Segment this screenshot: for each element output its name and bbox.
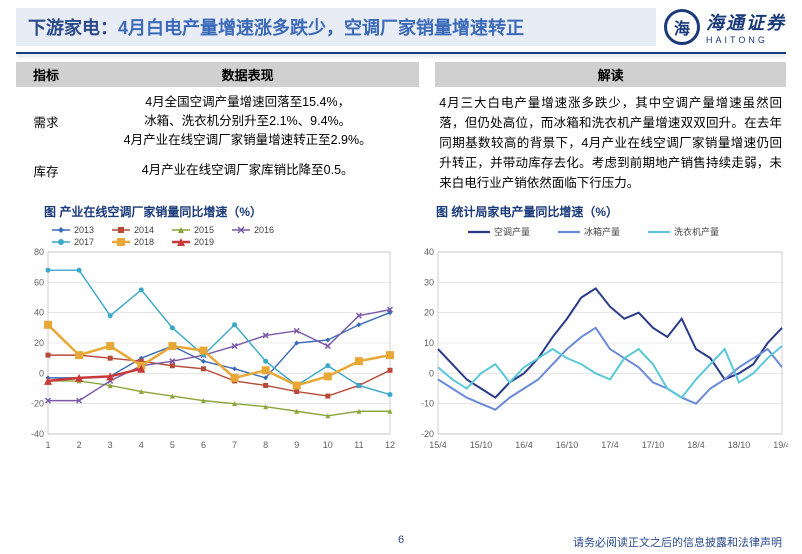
svg-text:20: 20 xyxy=(34,338,44,348)
col-data: 数据表现 xyxy=(76,62,419,87)
interpret-text: 4月三大白电产量增速涨多跌少，其中空调产量增速虽然回落，但仍处高位，而冰箱和洗衣… xyxy=(435,87,786,199)
logo-name: 海通证券 xyxy=(706,9,786,35)
chart-left-title: 图 产业在线空调厂家销量同比增速（%） xyxy=(16,203,396,220)
col-indicator: 指标 xyxy=(16,62,76,87)
svg-text:15/10: 15/10 xyxy=(470,440,493,450)
disclaimer: 请务必阅读正文之后的信息披露和法律声明 xyxy=(573,534,782,550)
svg-text:10: 10 xyxy=(323,440,333,450)
svg-text:30: 30 xyxy=(424,277,434,287)
svg-text:12: 12 xyxy=(385,440,395,450)
svg-text:2018: 2018 xyxy=(134,237,154,247)
data-table-column: 指标 数据表现 需求4月全国空调产量增速回落至15.4%，冰箱、洗衣机分别升至2… xyxy=(16,62,419,199)
svg-text:2019: 2019 xyxy=(194,237,214,247)
cell-data: 4月全国空调产量增速回落至15.4%，冰箱、洗衣机分别升至2.1%、9.4%。4… xyxy=(76,93,419,149)
svg-text:洗衣机产量: 洗衣机产量 xyxy=(674,226,719,237)
header-divider xyxy=(16,52,786,54)
svg-text:17/4: 17/4 xyxy=(601,440,619,450)
svg-text:16/4: 16/4 xyxy=(515,440,533,450)
svg-text:2014: 2014 xyxy=(134,225,154,235)
svg-text:18/4: 18/4 xyxy=(687,440,705,450)
svg-text:17/10: 17/10 xyxy=(642,440,665,450)
title-sub: 4月白电产量增速涨多跌少，空调厂家销量增速转正 xyxy=(118,18,524,38)
svg-text:-10: -10 xyxy=(421,399,434,409)
svg-text:0: 0 xyxy=(39,368,44,378)
svg-text:2015: 2015 xyxy=(194,225,214,235)
svg-text:19/4: 19/4 xyxy=(773,440,788,450)
chart-right: 图 统计局家电产量同比增速（%） -20 -10 0 10 20 30 40 15/4 15/1… xyxy=(408,203,788,452)
col-interpret: 解读 xyxy=(435,62,786,87)
svg-text:8: 8 xyxy=(263,440,268,450)
svg-text:3: 3 xyxy=(108,440,113,450)
svg-text:4: 4 xyxy=(139,440,144,450)
content-area: 指标 数据表现 需求4月全国空调产量增速回落至15.4%，冰箱、洗衣机分别升至2… xyxy=(0,62,802,199)
svg-text:18/10: 18/10 xyxy=(728,440,751,450)
svg-text:20: 20 xyxy=(424,308,434,318)
cell-indicator: 库存 xyxy=(16,161,76,180)
table-row: 需求4月全国空调产量增速回落至15.4%，冰箱、洗衣机分别升至2.1%、9.4%… xyxy=(16,87,419,155)
svg-text:冰箱产量: 冰箱产量 xyxy=(584,226,620,237)
table-row: 库存4月产业在线空调厂家库销比降至0.5。 xyxy=(16,155,419,186)
svg-text:60: 60 xyxy=(34,277,44,287)
chart-right-svg: -20 -10 0 10 20 30 40 15/4 15/10 16/4 16/10 17/4 17/… xyxy=(408,222,788,452)
svg-text:40: 40 xyxy=(424,247,434,257)
logo-icon: 海 xyxy=(664,9,700,45)
page-title: 下游家电：4月白电产量增速涨多跌少，空调厂家销量增速转正 xyxy=(16,8,656,46)
svg-text:16/10: 16/10 xyxy=(556,440,579,450)
svg-text:-20: -20 xyxy=(421,429,434,439)
header: 下游家电：4月白电产量增速涨多跌少，空调厂家销量增速转正 海 海通证券 HAIT… xyxy=(0,0,802,50)
svg-text:2: 2 xyxy=(77,440,82,450)
svg-text:40: 40 xyxy=(34,308,44,318)
chart-right-title: 图 统计局家电产量同比增速（%） xyxy=(408,203,788,220)
page-number: 6 xyxy=(398,534,404,546)
cell-indicator: 需求 xyxy=(16,112,76,131)
chart-left: 图 产业在线空调厂家销量同比增速（%） -40-2002040608012345… xyxy=(16,203,396,452)
charts-row: 图 产业在线空调厂家销量同比增速（%） -40-2002040608012345… xyxy=(0,199,802,452)
svg-text:80: 80 xyxy=(34,247,44,257)
svg-text:空调产量: 空调产量 xyxy=(494,226,530,237)
logo-subtitle: HAITONG xyxy=(706,35,786,45)
footer: 6 请务必阅读正文之后的信息披露和法律声明 xyxy=(0,534,802,550)
svg-text:11: 11 xyxy=(354,440,363,450)
svg-text:1: 1 xyxy=(45,440,50,450)
svg-text:15/4: 15/4 xyxy=(429,440,447,450)
company-logo: 海 海通证券 HAITONG xyxy=(664,9,786,45)
svg-text:2016: 2016 xyxy=(254,225,274,235)
table-header: 指标 数据表现 xyxy=(16,62,419,87)
svg-text:10: 10 xyxy=(424,338,434,348)
interpret-column: 解读 4月三大白电产量增速涨多跌少，其中空调产量增速虽然回落，但仍处高位，而冰箱… xyxy=(435,62,786,199)
svg-text:-20: -20 xyxy=(31,399,44,409)
svg-text:-40: -40 xyxy=(31,429,44,439)
svg-text:0: 0 xyxy=(429,368,434,378)
table-body: 需求4月全国空调产量增速回落至15.4%，冰箱、洗衣机分别升至2.1%、9.4%… xyxy=(16,87,419,186)
svg-text:9: 9 xyxy=(294,440,299,450)
svg-text:7: 7 xyxy=(232,440,237,450)
svg-text:6: 6 xyxy=(201,440,206,450)
svg-text:2017: 2017 xyxy=(74,237,94,247)
title-main: 下游家电： xyxy=(28,18,118,38)
svg-text:2013: 2013 xyxy=(74,225,94,235)
chart-left-svg: -40-200204060801234567891011122013201420… xyxy=(16,222,396,452)
svg-text:5: 5 xyxy=(170,440,175,450)
cell-data: 4月产业在线空调厂家库销比降至0.5。 xyxy=(76,161,419,180)
